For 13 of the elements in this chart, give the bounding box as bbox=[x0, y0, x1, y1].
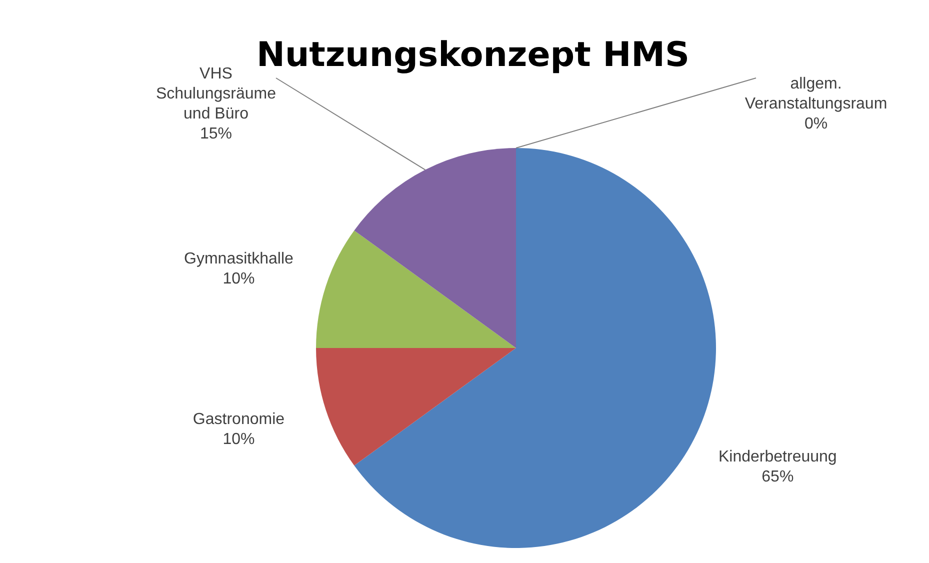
category-label: allgem. Veranstaltungsraum bbox=[744, 76, 888, 113]
pie-slice bbox=[316, 348, 516, 466]
data-label: 15% bbox=[200, 126, 232, 143]
pie-slice bbox=[354, 148, 516, 348]
pie-slice bbox=[354, 148, 716, 548]
data-label: 10% bbox=[222, 270, 255, 288]
pie-slice bbox=[316, 230, 516, 348]
slice-label: Gastronomie bbox=[192, 410, 285, 428]
slice-label: Gymnasitkhalle bbox=[184, 250, 294, 268]
data-label: 65% bbox=[762, 468, 794, 486]
data-label: 10% bbox=[222, 430, 255, 448]
slice-label: Kinderbetreuung bbox=[718, 448, 837, 466]
text: 0% bbox=[804, 116, 828, 133]
